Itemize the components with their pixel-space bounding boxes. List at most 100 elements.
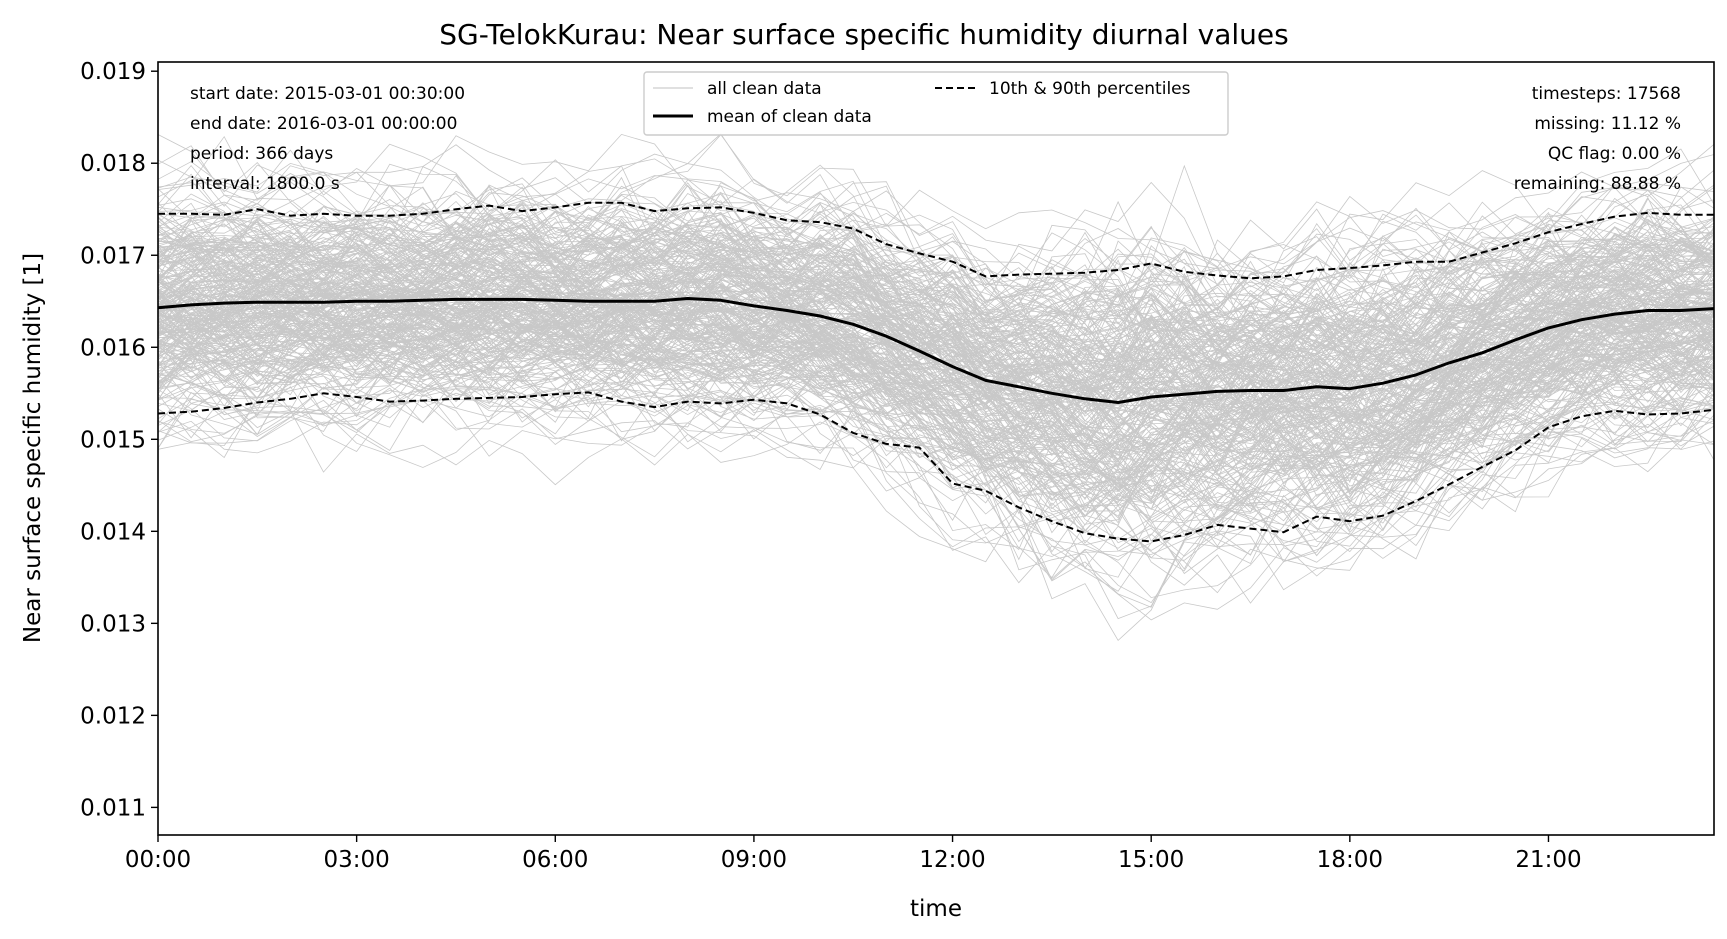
y-tick-label: 0.015 <box>80 427 146 453</box>
x-tick-label: 12:00 <box>919 847 985 873</box>
clean-data-day-line <box>157 288 1715 476</box>
clean-data-day-line <box>157 268 1715 471</box>
info-right-line: missing: 11.12 % <box>1534 114 1681 134</box>
clean-data-day-line <box>157 256 1715 448</box>
clean-data-day-line <box>157 289 1715 476</box>
y-tick-label: 0.011 <box>80 795 146 821</box>
clean-data-day-line <box>157 299 1715 456</box>
info-left-line: end date: 2016-03-01 00:00:00 <box>190 114 457 134</box>
clean-data-day-line <box>157 296 1715 485</box>
clean-data-day-line <box>157 365 1715 579</box>
series-lines <box>157 201 1715 543</box>
x-axis-label: time <box>910 896 962 922</box>
clean-data-day-line <box>157 220 1715 387</box>
x-tick-label: 03:00 <box>323 847 389 873</box>
y-tick-label: 0.017 <box>80 243 146 269</box>
chart-title: SG-TelokKurau: Near surface specific hum… <box>439 18 1289 51</box>
clean-data-day-line <box>157 225 1715 408</box>
info-left: start date: 2015-03-01 00:30:00 end date:… <box>190 84 465 194</box>
x-tick-label: 15:00 <box>1118 847 1184 873</box>
x-tick-label: 00:00 <box>125 847 191 873</box>
clean-data-day-line <box>157 134 1715 307</box>
clean-data-day-line <box>157 235 1715 387</box>
series-line-90th-percentile <box>158 201 1714 280</box>
x-tick-label: 18:00 <box>1317 847 1383 873</box>
clean-data-day-line <box>157 197 1715 372</box>
clean-data-day-line <box>157 280 1715 451</box>
clean-data-day-line <box>157 285 1715 449</box>
y-axis-ticks: 0.011 0.012 0.013 0.014 0.015 0.016 0.017 0.018… <box>80 59 158 821</box>
clean-data-day-line <box>157 226 1715 351</box>
clean-data-day-line <box>157 133 1715 307</box>
clean-data-day-line <box>157 331 1715 524</box>
clean-data-day-line <box>157 357 1715 561</box>
clean-data-day-line <box>157 308 1715 535</box>
clean-data-day-line <box>157 212 1715 410</box>
legend: all clean data 10th & 90th percentiles m… <box>643 71 1229 136</box>
clean-data-day-line <box>157 313 1715 517</box>
clean-data-day-line <box>157 133 1715 268</box>
clean-data-day-line <box>157 382 1715 642</box>
clean-data-day-line <box>157 178 1715 309</box>
info-left-line: period: 366 days <box>190 144 333 164</box>
info-right: timesteps: 17568 missing: 11.12 % QC flag:… <box>1514 84 1681 194</box>
x-tick-label: 06:00 <box>522 847 588 873</box>
y-tick-label: 0.018 <box>80 151 146 177</box>
clean-data-day-line <box>157 329 1715 525</box>
clean-data-day-line <box>157 323 1715 493</box>
info-right-line: remaining: 88.88 % <box>1514 174 1681 194</box>
clean-data-day-line <box>157 319 1715 487</box>
clean-data-day-line <box>157 251 1715 407</box>
y-tick-label: 0.016 <box>80 335 146 361</box>
info-left-line: interval: 1800.0 s <box>190 174 340 194</box>
clean-data-day-line <box>157 206 1715 354</box>
clean-data-day-line <box>157 135 1715 288</box>
plot-frame <box>157 61 1715 836</box>
clean-data-day-line <box>157 292 1715 533</box>
y-tick-label: 0.012 <box>80 703 146 729</box>
x-tick-label: 21:00 <box>1515 847 1581 873</box>
clean-data-day-line <box>157 162 1715 307</box>
legend-box <box>643 71 1229 136</box>
clean-data-day-line <box>157 264 1715 451</box>
clean-data-day-line <box>157 220 1715 412</box>
clean-data-day-line <box>157 255 1715 400</box>
x-axis-ticks: 00:00 03:00 06:00 09:00 12:00 15:00 18:00 21:00 <box>125 835 1582 873</box>
clean-data-day-line <box>157 251 1715 382</box>
clean-data-day-line <box>157 208 1715 374</box>
clean-data-day-line <box>157 375 1715 608</box>
plot-area <box>157 61 1715 836</box>
clean-data-day-line <box>157 321 1715 511</box>
all-clean-data-lines <box>157 133 1715 642</box>
x-tick-label: 09:00 <box>721 847 787 873</box>
clean-data-day-line <box>157 219 1715 372</box>
clean-data-day-line <box>157 346 1715 536</box>
clean-data-day-line <box>157 217 1715 384</box>
legend-label-all-clean-data: all clean data <box>707 79 822 99</box>
clean-data-day-line <box>157 293 1715 470</box>
series-line-mean <box>157 297 1715 404</box>
clean-data-day-line <box>157 365 1715 563</box>
info-right-line: QC flag: 0.00 % <box>1548 144 1681 164</box>
clean-data-day-line <box>157 349 1715 527</box>
clean-data-day-line <box>157 200 1715 338</box>
clean-data-day-line <box>157 235 1715 406</box>
info-right-line: timesteps: 17568 <box>1532 84 1681 104</box>
clean-data-day-line <box>157 174 1715 360</box>
clean-data-day-line <box>157 280 1715 455</box>
clean-data-day-line <box>157 237 1715 444</box>
y-tick-label: 0.013 <box>80 611 146 637</box>
clean-data-day-line <box>157 344 1715 559</box>
legend-label-percentiles: 10th & 90th percentiles <box>989 79 1191 99</box>
clean-data-day-line <box>157 362 1715 561</box>
clean-data-day-line <box>157 334 1715 523</box>
legend-label-mean: mean of clean data <box>707 107 872 127</box>
info-left-line: start date: 2015-03-01 00:30:00 <box>190 84 465 104</box>
clean-data-day-line <box>157 350 1715 551</box>
clean-data-day-line <box>157 291 1715 444</box>
clean-data-day-line <box>157 340 1715 592</box>
clean-data-day-line <box>157 208 1715 378</box>
clean-data-day-line <box>157 289 1715 452</box>
clean-data-day-line <box>157 191 1715 351</box>
